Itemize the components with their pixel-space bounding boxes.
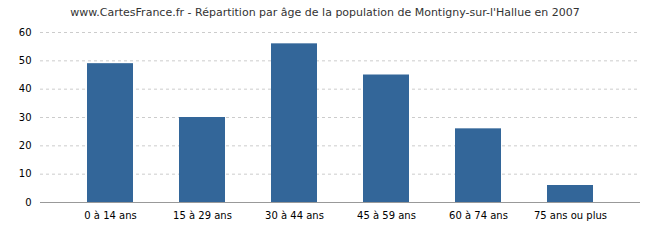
html-text:www.CartesFrance.fr - Répartit: www.CartesFrance.fr - Répartition par âg… [70,6,580,19]
svg-text:60: 60 [19,27,32,38]
svg-text:10: 10 [19,168,32,179]
svg-text:15 à 29 ans: 15 à 29 ans [173,210,232,221]
svg-text:0 à 14 ans: 0 à 14 ans [84,210,136,221]
svg-text:20: 20 [19,140,32,151]
svg-text:75 ans ou plus: 75 ans ou plus [534,210,607,221]
svg-text:50: 50 [19,55,32,66]
svg-text:60 à 74 ans: 60 à 74 ans [449,210,508,221]
svg-text:30: 30 [19,112,32,123]
svg-text:0: 0 [25,197,31,208]
svg-text:30 à 44 ans: 30 à 44 ans [265,210,324,221]
svg-text:40: 40 [19,83,32,94]
svg-text:45 à 59 ans: 45 à 59 ans [357,210,416,221]
